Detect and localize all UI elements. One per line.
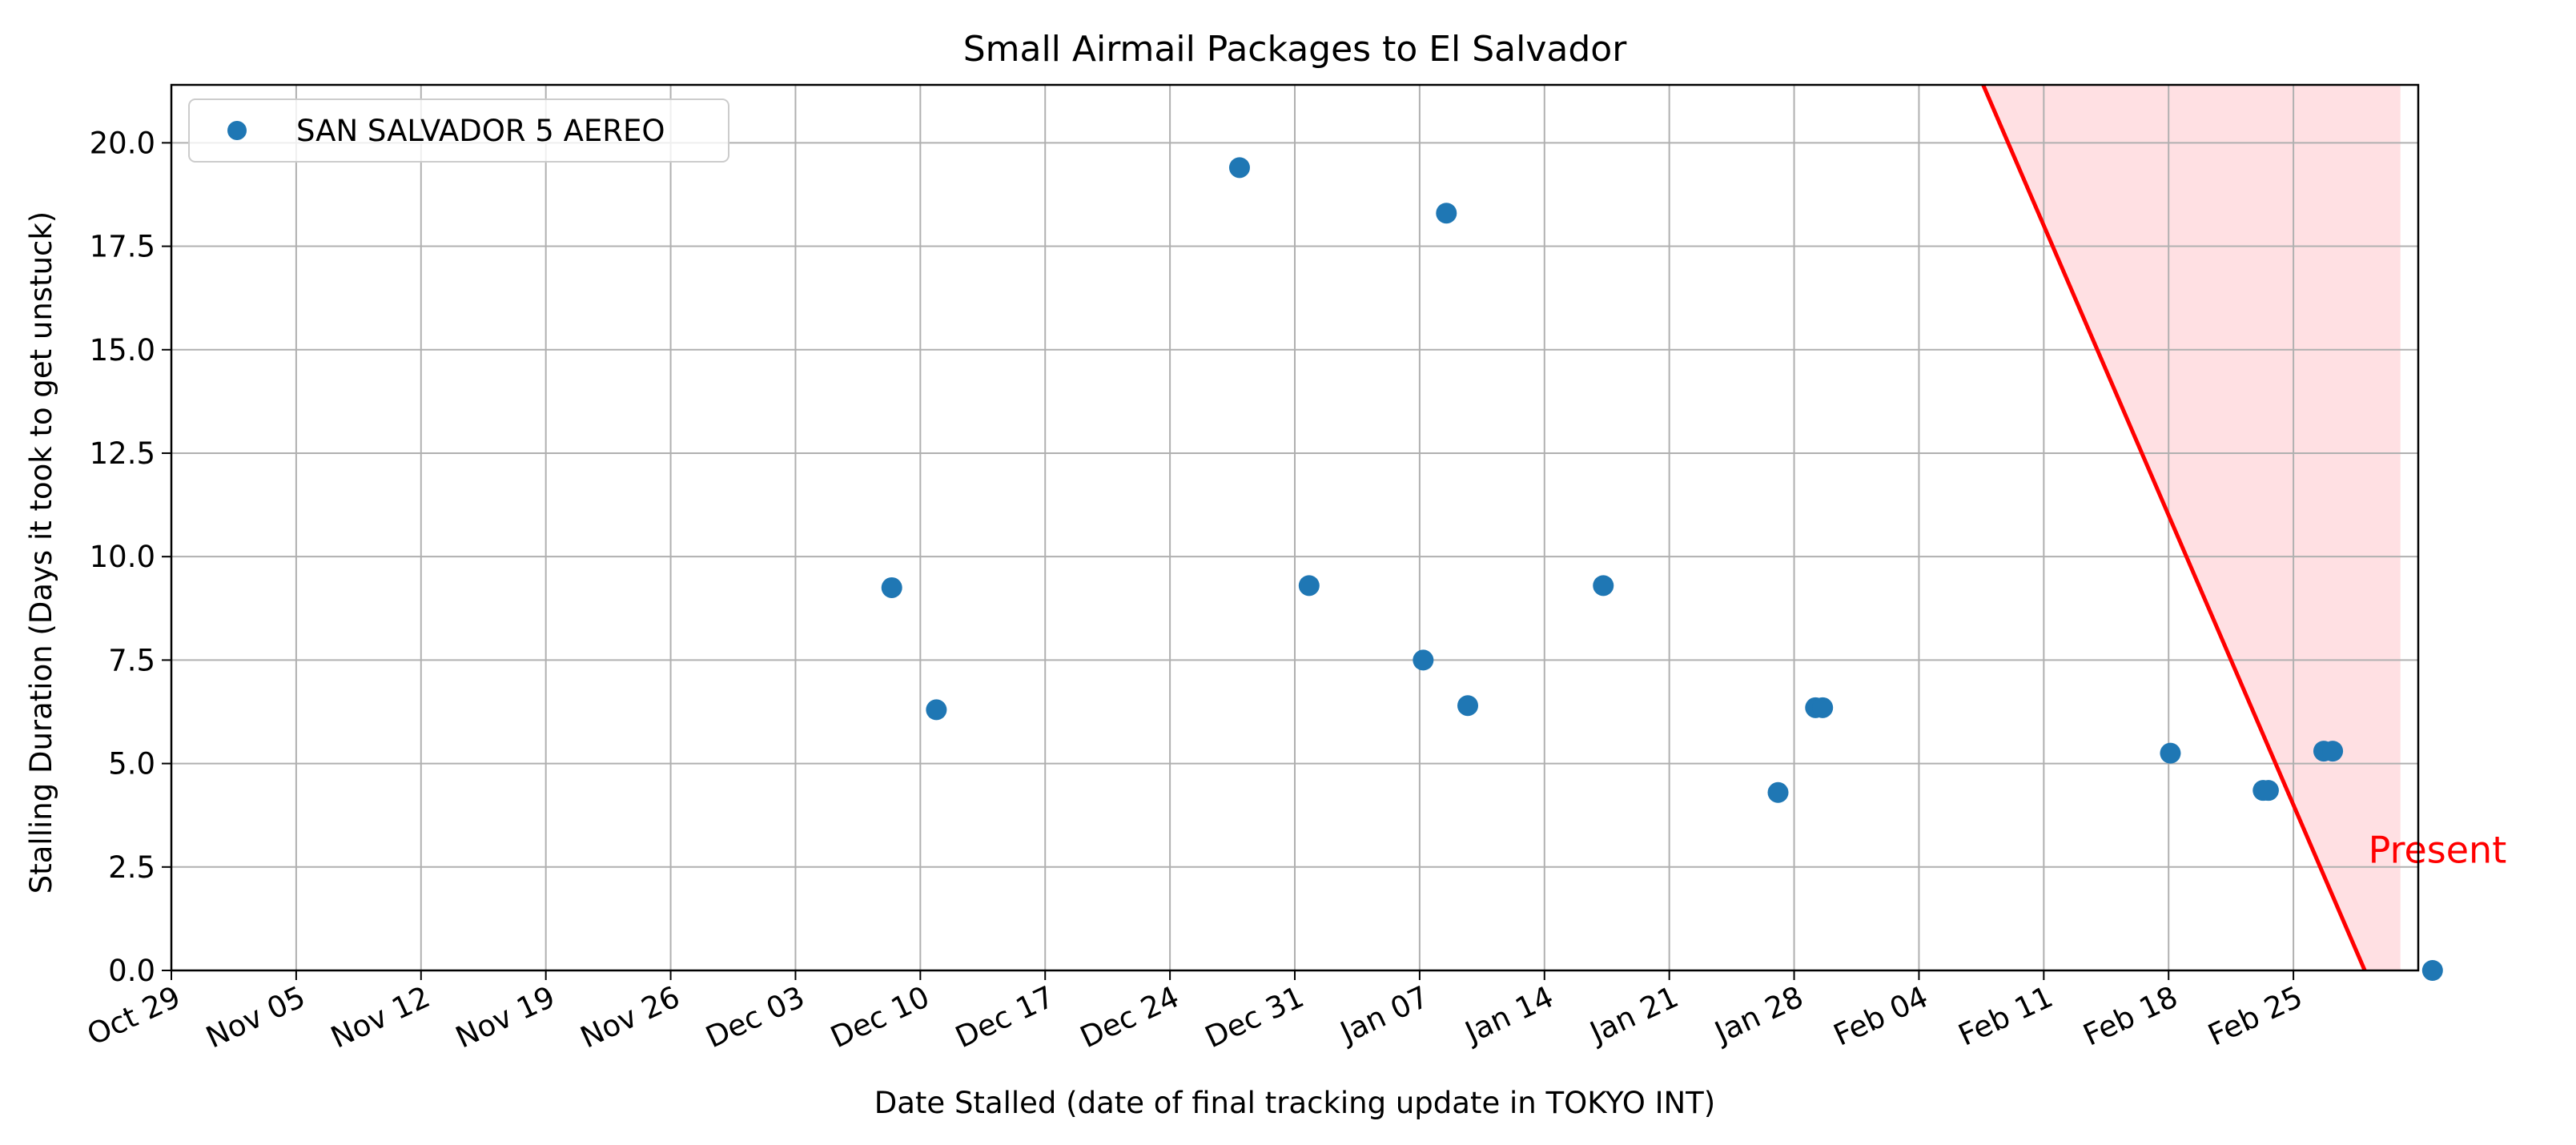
data-point [2160, 742, 2181, 764]
x-tick-label: Dec 10 [826, 979, 934, 1055]
present-line [1981, 84, 2367, 971]
present-shaded-region [1983, 85, 2401, 970]
x-tick-label: Oct 29 [82, 979, 185, 1052]
chart-title: Small Airmail Packages to El Salvador [963, 29, 1628, 70]
x-tick-label: Dec 24 [1075, 979, 1184, 1055]
y-tick-label: 7.5 [108, 643, 155, 677]
y-tick-label: 17.5 [90, 230, 155, 264]
y-tick-label: 5.0 [108, 747, 155, 781]
y-tick-label: 10.0 [90, 540, 155, 574]
x-tick-label: Dec 31 [1200, 979, 1308, 1055]
data-point [1436, 203, 1457, 224]
x-tick-label: Jan 14 [1459, 979, 1559, 1051]
data-point [1457, 695, 1479, 717]
y-tick-label: 0.0 [108, 954, 155, 988]
data-point [1228, 157, 1250, 179]
x-tick-label: Nov 05 [201, 979, 311, 1055]
present-label: Present [2369, 829, 2507, 872]
x-tick-label: Jan 07 [1334, 979, 1434, 1051]
data-point [881, 577, 902, 598]
axis-ticks-layer: Oct 29 Nov 05 Nov 12 Nov 19 Nov 26 Dec 03 Dec … [82, 126, 2308, 1055]
x-tick-label: Nov 12 [326, 979, 436, 1055]
data-point [1767, 781, 1789, 803]
x-axis-label: Date Stalled (date of final tracking upd… [874, 1086, 1715, 1120]
data-point [1413, 649, 1434, 671]
data-points-layer [881, 157, 2443, 981]
data-point [926, 699, 947, 721]
data-point [1593, 575, 1614, 597]
x-tick-label: Dec 17 [950, 979, 1059, 1055]
y-tick-label: 15.0 [90, 333, 155, 368]
legend-frame [188, 98, 729, 163]
x-tick-label: Nov 19 [451, 979, 561, 1055]
x-tick-label: Feb 18 [2078, 979, 2183, 1053]
x-tick-label: Dec 03 [701, 979, 810, 1055]
x-tick-label: Feb 25 [2203, 979, 2308, 1053]
data-point [2421, 960, 2443, 981]
data-point [1812, 697, 1834, 718]
present-line-layer: Present [1981, 84, 2507, 971]
x-tick-label: Jan 21 [1583, 979, 1683, 1051]
y-tick-label: 20.0 [90, 126, 155, 160]
data-point [2322, 741, 2344, 762]
x-tick-label: Feb 11 [1953, 979, 2058, 1053]
data-point [2257, 780, 2279, 802]
y-tick-label: 2.5 [108, 850, 155, 885]
legend: SAN SALVADOR 5 AEREO [188, 98, 729, 163]
legend-label: SAN SALVADOR 5 AEREO [296, 114, 665, 148]
x-tick-label: Nov 26 [575, 979, 685, 1055]
data-point [1298, 575, 1320, 597]
y-axis-label: Stalling Duration (Days it took to get u… [24, 211, 58, 894]
present-shaded-region-layer [1983, 85, 2401, 970]
legend-marker [227, 121, 247, 140]
y-tick-label: 12.5 [90, 436, 155, 471]
x-tick-label: Jan 28 [1708, 979, 1808, 1051]
x-tick-label: Feb 04 [1828, 979, 1933, 1053]
